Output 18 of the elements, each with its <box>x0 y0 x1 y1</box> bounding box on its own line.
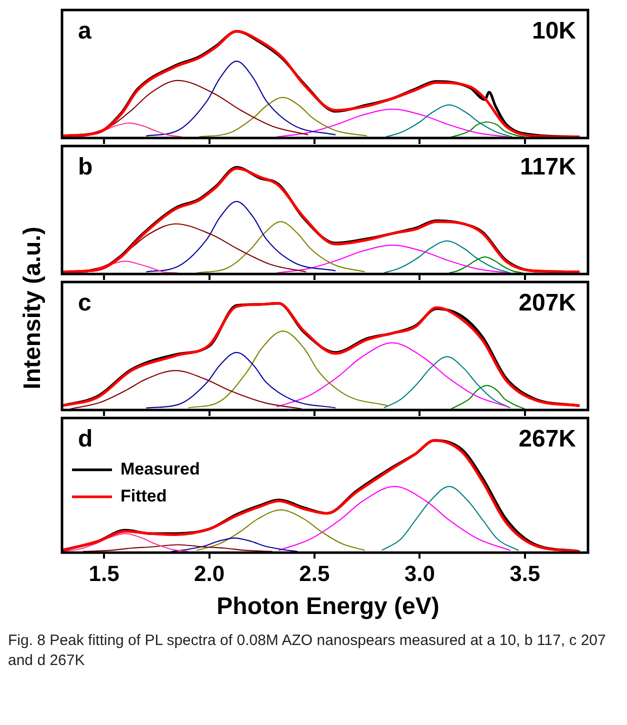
x-tick-label: 1.5 <box>88 560 120 586</box>
legend-label: Fitted <box>120 486 167 506</box>
x-tick-label: 2.5 <box>299 560 330 586</box>
annotation: a <box>78 18 92 45</box>
x-tick-label: 3.0 <box>404 560 435 586</box>
legend-label: Measured <box>120 459 200 478</box>
x-tick-label: 2.0 <box>194 560 225 586</box>
annotation: c <box>78 290 92 317</box>
annotation: b <box>78 154 93 181</box>
y-axis-title: Intensity (a.u.) <box>19 226 47 390</box>
caption: Fig. 8 Peak fitting of PL spectra of 0.08M AZO nanospears measured at a 10, b 117, c 207 and d 267K <box>8 631 607 672</box>
annotation: 117K <box>520 154 577 181</box>
x-axis-title: Photon Energy (eV) <box>216 593 440 621</box>
annotation: 267K <box>518 426 577 453</box>
annotation: 10K <box>532 18 577 45</box>
annotation: 207K <box>518 290 577 317</box>
x-tick-label: 3.5 <box>510 560 540 586</box>
annotation: d <box>78 426 93 453</box>
